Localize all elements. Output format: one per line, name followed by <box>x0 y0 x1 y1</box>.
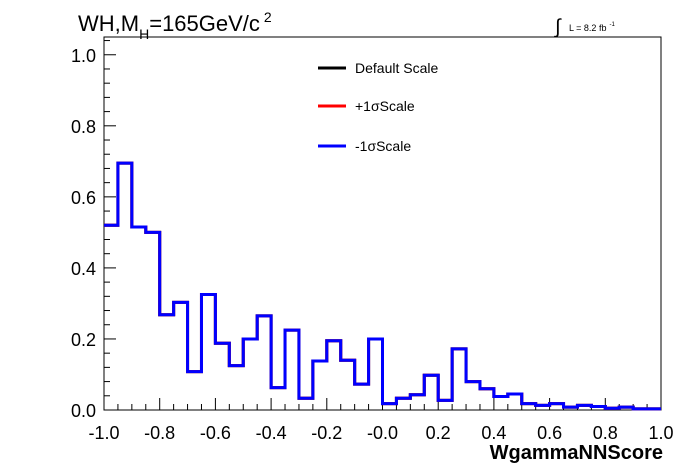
x-tick-label: -0.0 <box>367 423 398 443</box>
y-tick-label: 1.0 <box>71 46 96 66</box>
y-tick-label: 0.2 <box>71 330 96 350</box>
x-tick-label: 0.4 <box>481 423 506 443</box>
integral-symbol: ∫ <box>554 16 562 38</box>
x-tick-label: -0.8 <box>144 423 175 443</box>
x-tick-label: -0.2 <box>311 423 342 443</box>
axis-tick-labels: -1.0 -0.8 -0.6 -0.4 -0.2 -0.0 0.2 0.4 0.6 0.8 1.0 0… <box>71 46 674 443</box>
legend: Default Scale +1σScale -1σScale <box>318 60 438 154</box>
y-tick-label: 0.8 <box>71 117 96 137</box>
legend-entry-label: Default Scale <box>355 60 438 76</box>
x-tick-label: 0.8 <box>593 423 618 443</box>
x-tick-label: -0.4 <box>256 423 287 443</box>
y-tick-label: 0.0 <box>71 401 96 421</box>
legend-entry-label: +1σScale <box>355 98 415 114</box>
x-tick-label: 1.0 <box>648 423 673 443</box>
legend-entry-label: -1σScale <box>355 138 411 154</box>
x-tick-label: 0.2 <box>426 423 451 443</box>
x-tick-label: -0.6 <box>200 423 231 443</box>
x-tick-label: 0.6 <box>537 423 562 443</box>
y-tick-label: 0.6 <box>71 188 96 208</box>
x-axis-label: WgammaNNScore <box>490 442 663 464</box>
x-tick-label: -1.0 <box>88 423 119 443</box>
series-layer <box>104 161 661 411</box>
y-tick-label: 0.4 <box>71 259 96 279</box>
chart-title: WH,MH=165GeV/c 2 <box>78 9 272 42</box>
luminosity-label: L = 8.2 fb -1 <box>569 22 615 33</box>
series-line-2 <box>104 161 661 411</box>
